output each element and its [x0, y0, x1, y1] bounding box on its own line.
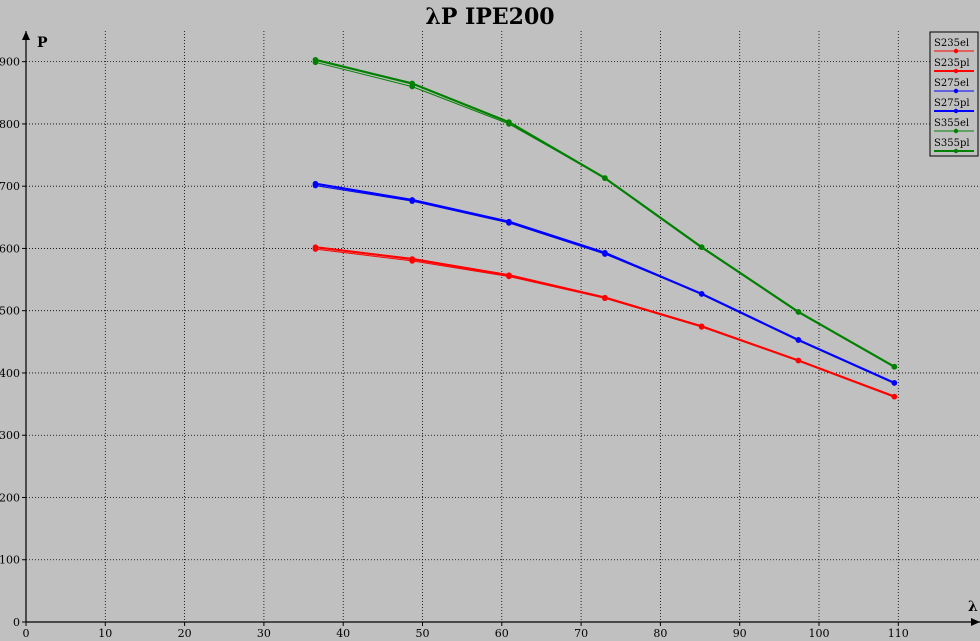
x-tick-label: 60: [495, 627, 509, 640]
legend-marker-s355pl: [953, 148, 959, 154]
y-tick-label: 700: [0, 180, 20, 193]
x-axis-label: λ: [968, 599, 978, 615]
data-point-s235pl: [602, 294, 608, 301]
legend: S235el S235pl S275el S275pl S355el S355pl: [929, 31, 979, 157]
legend-label-s235el: S235el: [934, 38, 969, 49]
legend-marker-s235pl: [953, 68, 959, 74]
data-point-s355pl: [698, 244, 705, 250]
data-point-s355pl: [312, 56, 319, 63]
series-line-s235el: [315, 248, 895, 398]
x-tick-label: 90: [733, 627, 747, 640]
y-axis-arrow: [22, 31, 30, 40]
y-tick-label: 300: [0, 429, 20, 442]
legend-box: [929, 31, 979, 157]
x-tick-label: 20: [178, 627, 192, 640]
y-tick-label: 900: [0, 56, 20, 69]
series-line-s355el: [315, 61, 895, 368]
data-point-s275pl: [891, 380, 898, 386]
axes: [22, 31, 980, 626]
y-tick-label: 200: [0, 491, 20, 504]
data-point-s355pl: [409, 80, 415, 87]
x-tick-label: 110: [888, 627, 909, 640]
x-tick-label: 10: [98, 627, 112, 640]
y-tick-label: 800: [0, 118, 20, 131]
legend-marker-s275pl: [953, 108, 959, 114]
data-point-s355pl: [506, 119, 512, 125]
legend-marker-s275el: [953, 88, 959, 94]
legend-label-s235pl: S235pl: [934, 58, 970, 69]
series-line-s275el: [315, 185, 895, 384]
data-point-s235pl: [698, 323, 705, 330]
data-point-s355pl: [795, 309, 802, 315]
x-tick-label: 80: [653, 627, 667, 640]
x-tick-label: 40: [336, 627, 350, 640]
y-tick-label: 100: [0, 554, 20, 567]
legend-marker-s355el: [953, 128, 959, 134]
data-point-s275pl: [312, 180, 319, 187]
legend-label-s355pl: S355pl: [934, 138, 970, 149]
legend-label-s275pl: S275pl: [934, 98, 970, 109]
y-axis-label: P: [37, 35, 48, 51]
x-tick-label: 50: [416, 627, 430, 640]
data-point-s275pl: [698, 291, 705, 297]
data-point-s235pl: [312, 244, 319, 250]
y-tick-label: 400: [0, 367, 20, 380]
data-point-s355pl: [891, 363, 898, 370]
legend-label-s275el: S275el: [934, 78, 969, 89]
x-tick-label: 70: [574, 627, 588, 640]
data-point-s275pl: [602, 249, 608, 256]
data-point-s235pl: [891, 393, 898, 400]
tick-labels: 0 10 20 30 40 50 60 70 80 90 100 110 0 100 200 300 400 50…: [0, 56, 909, 640]
grid: [26, 31, 980, 622]
series-line-s275pl: [315, 182, 895, 384]
data-point-s235pl: [506, 272, 512, 279]
data-point-s235pl: [795, 357, 802, 364]
legend-label-s355el: S355el: [934, 118, 969, 129]
series-line-s235pl: [315, 246, 895, 398]
x-tick-label: 100: [809, 627, 830, 640]
legend-marker-s235el: [953, 48, 959, 54]
x-tick-label: 30: [257, 627, 271, 640]
data-point-s355pl: [602, 175, 608, 181]
series-lines: [312, 56, 898, 400]
y-tick-label: 600: [0, 242, 20, 255]
x-axis-arrow: [971, 618, 980, 626]
series-line-s355pl: [315, 58, 895, 368]
x-tick-label: 0: [23, 627, 30, 640]
chart-title: λP IPE200: [425, 4, 554, 30]
data-point-s275pl: [795, 337, 802, 343]
data-point-s275pl: [506, 218, 512, 225]
y-tick-label: 500: [0, 305, 20, 318]
data-point-s275pl: [409, 197, 415, 203]
data-point-s235pl: [409, 256, 415, 262]
y-tick-label: 0: [13, 616, 20, 629]
